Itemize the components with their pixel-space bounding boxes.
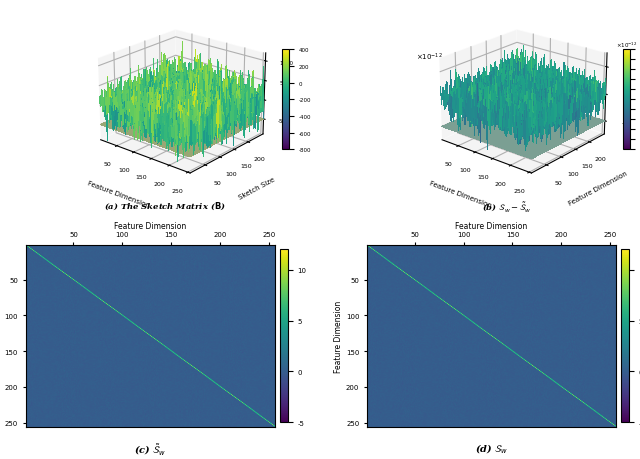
Y-axis label: Feature Dimension: Feature Dimension: [334, 300, 343, 372]
Text: (c) $\tilde{\mathcal{S}}_w$: (c) $\tilde{\mathcal{S}}_w$: [134, 442, 166, 457]
X-axis label: Feature Dimension: Feature Dimension: [428, 180, 492, 208]
X-axis label: Feature Dimension: Feature Dimension: [114, 222, 186, 231]
Y-axis label: Sketch Size: Sketch Size: [238, 177, 276, 201]
Text: (d) $\mathcal{S}_w$: (d) $\mathcal{S}_w$: [475, 442, 508, 455]
Text: (a) The Sketch Matrix ($\mathbf{B}$): (a) The Sketch Matrix ($\mathbf{B}$): [104, 200, 227, 211]
Y-axis label: Feature Dimension: Feature Dimension: [0, 300, 2, 372]
Title: $\times10^{-12}$: $\times10^{-12}$: [616, 40, 637, 50]
Y-axis label: Feature Dimension: Feature Dimension: [568, 170, 629, 207]
Text: $\times10^{-12}$: $\times10^{-12}$: [416, 51, 442, 62]
X-axis label: Feature Dimension: Feature Dimension: [87, 180, 151, 208]
X-axis label: Feature Dimension: Feature Dimension: [455, 222, 527, 231]
Text: (b) $\mathcal{S}_w - \tilde{\mathcal{S}}_w$: (b) $\mathcal{S}_w - \tilde{\mathcal{S}}…: [482, 200, 532, 213]
